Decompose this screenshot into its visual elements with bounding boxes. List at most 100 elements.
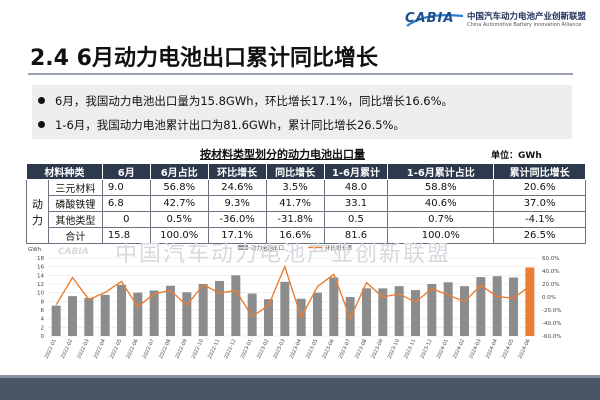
x-tick-label: 2022-11 xyxy=(207,338,221,359)
org-name-en: China Automotive Battery Innovation Alli… xyxy=(467,22,582,28)
table-cell: 9.3% xyxy=(207,195,267,212)
bar xyxy=(117,284,126,336)
header-yoy: 同比增长 xyxy=(265,163,325,180)
bar xyxy=(525,267,535,336)
x-tick-label: 2024-01 xyxy=(436,338,450,359)
y-tick-label: 0 xyxy=(41,334,45,340)
summary-bullet: 6月，我国动力电池出口量为15.8GWh，环比增长17.1%，同比增长16.6%… xyxy=(38,93,453,109)
table-cell: 其他类型 xyxy=(47,211,103,228)
x-tick-label: 2022-09 xyxy=(174,338,188,359)
summary-box: 6月，我国动力电池出口量为15.8GWh，环比增长17.1%，同比增长16.6%… xyxy=(32,85,572,139)
x-tick-label: 2023-12 xyxy=(419,338,433,359)
y2-tick-label: 0.0% xyxy=(542,295,556,301)
bar xyxy=(264,299,273,336)
x-tick-label: 2023-03 xyxy=(272,338,286,359)
top-bar: CABIA 中国汽车动力电池产业创新联盟 China Automotive Ba… xyxy=(0,0,600,38)
table-cell: 100.0% xyxy=(387,227,495,244)
x-tick-label: 2023-10 xyxy=(387,338,401,359)
table-cell: 16.6% xyxy=(265,227,325,244)
y-tick-label: 14 xyxy=(37,273,44,279)
bar xyxy=(378,288,388,336)
footer-stripe xyxy=(0,375,600,378)
legend-line-label: 环比增长率 xyxy=(325,244,353,252)
table-cell: 100.0% xyxy=(149,227,209,244)
bullet-dot-icon xyxy=(38,121,45,128)
legend-bar-swatch xyxy=(238,245,248,250)
table-cell: 81.6 xyxy=(323,227,389,244)
x-tick-label: 2022-04 xyxy=(93,338,107,359)
x-tick-label: 2023-02 xyxy=(256,338,270,359)
table-cell: 0.5 xyxy=(323,211,389,228)
bar xyxy=(68,296,77,336)
bullet-text: 6月，我国动力电池出口量为15.8GWh，环比增长17.1%，同比增长16.6%… xyxy=(55,94,454,108)
export-chart: GWh 0 2 4 6 8 10 12 14 16 18 -60.0% -40.0% -20.0% 0.0%… xyxy=(28,244,561,360)
watermark-logo: CABIA xyxy=(58,247,89,257)
table-cell: -31.8% xyxy=(265,211,325,228)
x-tick-label: 2023-11 xyxy=(403,338,417,359)
x-tick-label: 2023-08 xyxy=(354,338,368,359)
bar xyxy=(492,276,502,336)
table-cell: 三元材料 xyxy=(47,179,103,196)
y-tick-label: 6 xyxy=(41,308,45,314)
table-unit: 单位：GWh xyxy=(491,151,542,161)
header-june-share: 6月占比 xyxy=(149,163,209,180)
y-tick-label: 12 xyxy=(37,282,44,288)
x-tick-label: 2024-05 xyxy=(501,338,515,359)
x-tick-label: 2022-05 xyxy=(109,338,123,359)
table-cell: 20.6% xyxy=(493,179,586,196)
y-tick-label: 18 xyxy=(37,256,44,262)
x-tick-label: 2022-07 xyxy=(142,338,156,359)
table-cell: 磷酸铁锂 xyxy=(47,195,103,212)
y2-tick-label: 20.0% xyxy=(542,282,559,288)
legend-bar-label: 动力电池出口 xyxy=(251,244,284,252)
x-tick-label: 2022-02 xyxy=(60,338,74,359)
logo-swoosh-icon xyxy=(406,14,464,27)
y-tick-label: 10 xyxy=(37,291,44,297)
bar xyxy=(198,284,208,336)
bar xyxy=(443,282,453,336)
bar xyxy=(247,293,257,336)
bar xyxy=(215,280,224,336)
org-name-cn: 中国汽车动力电池产业创新联盟 xyxy=(467,12,587,22)
page-title: 2.4 6月动力电池出口累计同比增长 xyxy=(30,46,378,71)
export-table: 材料种类 6月 6月占比 环比增长 同比增长 1-6月累计 1-6月累计占比 累… xyxy=(26,163,586,244)
x-tick-label: 2023-09 xyxy=(370,338,384,359)
x-tick-label: 2023-07 xyxy=(338,338,352,359)
table-cell: 0.7% xyxy=(387,211,495,228)
header-mom: 环比增长 xyxy=(207,163,267,180)
x-tick-label: 2022-08 xyxy=(158,338,172,359)
table-cell: 26.5% xyxy=(493,227,586,244)
x-tick-label: 2024-06 xyxy=(517,338,531,359)
bar xyxy=(476,277,486,336)
bar xyxy=(166,285,175,336)
y2-tick-label: 60.0% xyxy=(542,256,559,262)
x-tick-label: 2023-04 xyxy=(289,338,303,359)
y-tick-label: 2 xyxy=(41,325,45,331)
bar xyxy=(51,305,61,336)
y-tick-label: 8 xyxy=(41,299,45,305)
table-cell: 40.6% xyxy=(387,195,495,212)
x-tick-label: 2022-03 xyxy=(76,338,90,359)
bar xyxy=(133,292,143,336)
y-axis-label: GWh xyxy=(28,247,42,253)
y-tick-label: 4 xyxy=(41,317,45,323)
table-row: 磷酸铁锂 6.8 42.7% 9.3% 41.7% 33.1 40.6% 37.… xyxy=(27,195,586,212)
x-tick-label: 2023-01 xyxy=(240,338,254,359)
header-ytd-yoy: 累计同比增长 xyxy=(493,163,586,180)
x-tick-label: 2022-06 xyxy=(125,338,139,359)
header-material: 材料种类 xyxy=(26,163,103,180)
y2-tick-label: -20.0% xyxy=(542,308,561,314)
bar xyxy=(280,281,290,336)
table-row: 合计 15.8 100.0% 17.1% 16.6% 81.6 100.0% 2… xyxy=(27,227,586,244)
bar xyxy=(362,288,371,336)
bar xyxy=(149,290,159,336)
x-tick-label: 2024-04 xyxy=(485,338,499,359)
table-cell: 0.5% xyxy=(149,211,209,228)
y2-tick-label: 40.0% xyxy=(542,269,559,275)
x-tick-label: 2024-03 xyxy=(468,338,482,359)
table-cell: 33.1 xyxy=(323,195,389,212)
header-ytd: 1-6月累计 xyxy=(323,163,389,180)
table-cell: -4.1% xyxy=(493,211,586,228)
y2-tick-label: -40.0% xyxy=(542,321,561,327)
table-title: 按材料类型划分的动力电池出口量 xyxy=(200,148,365,161)
